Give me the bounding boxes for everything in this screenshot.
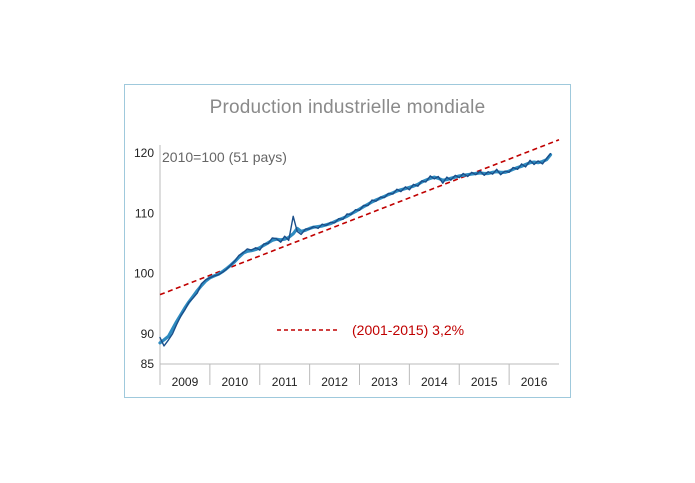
series-line-monthly [159, 152, 552, 347]
x-tick-label: 2009 [172, 375, 199, 389]
x-tick-label: 2012 [321, 375, 348, 389]
y-tick-label: 120 [134, 146, 154, 160]
x-tick-label: 2010 [221, 375, 248, 389]
x-tick-label: 2015 [471, 375, 498, 389]
base-annotation: 2010=100 (51 pays) [162, 149, 287, 165]
series-line-smoothed [158, 153, 553, 345]
x-tick-label: 2014 [421, 375, 448, 389]
y-tick-label: 85 [141, 357, 155, 371]
chart-series [158, 139, 560, 347]
y-tick-label: 100 [134, 267, 154, 281]
legend-trend-label: (2001-2015) 3,2% [352, 322, 464, 338]
x-tick-label: 2013 [371, 375, 398, 389]
chart-ticks: 85 90 100 110 120 2009 2010 2011 2012 2013 2014 201… [134, 146, 548, 389]
x-tick-label: 2011 [272, 375, 298, 389]
chart-axes [159, 145, 559, 385]
y-tick-label: 110 [135, 206, 154, 220]
y-tick-label: 90 [141, 327, 155, 341]
chart-frame [124, 84, 571, 398]
chart-title: Production industrielle mondiale [209, 97, 486, 118]
x-tick-label: 2016 [521, 375, 548, 389]
